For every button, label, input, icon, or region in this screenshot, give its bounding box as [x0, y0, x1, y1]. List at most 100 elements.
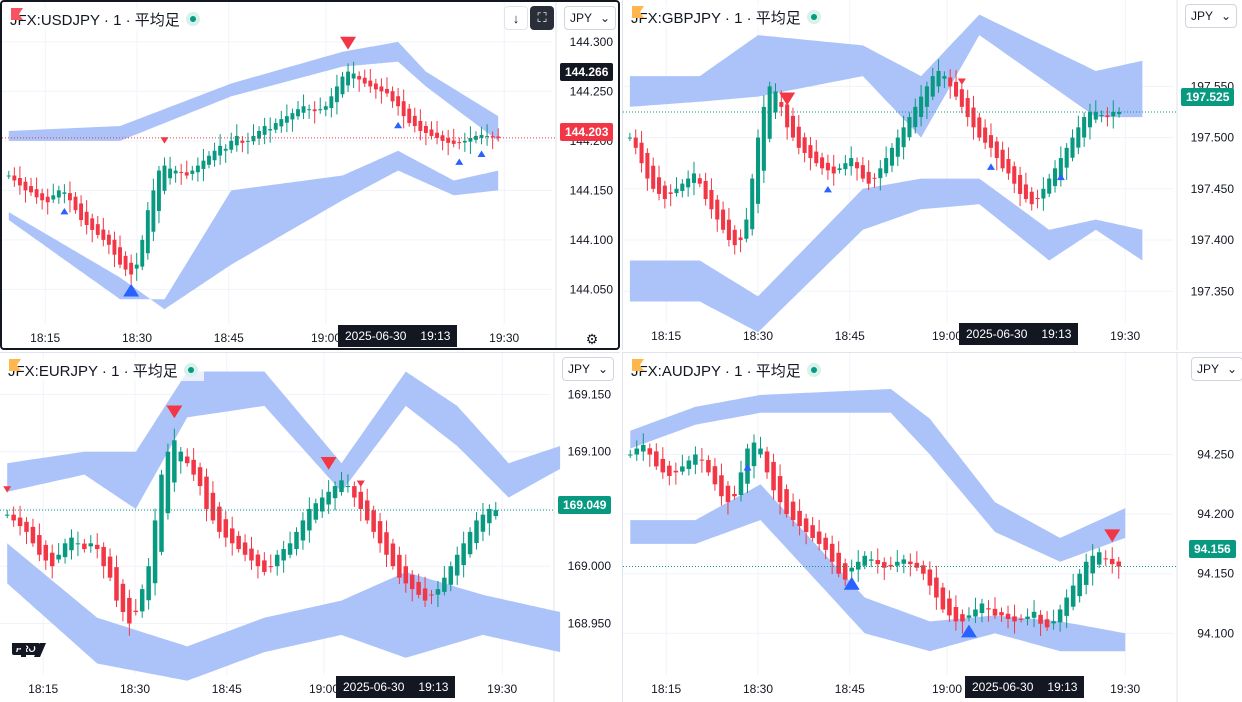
- candle-body: [1109, 558, 1115, 565]
- candle-body: [693, 454, 698, 465]
- flag-icon[interactable]: [631, 359, 645, 371]
- candle-body: [1103, 558, 1108, 560]
- x-tick-label: 19:00: [932, 682, 962, 696]
- candle-body: [474, 520, 479, 544]
- candle-body: [825, 162, 830, 171]
- candle-body: [790, 501, 796, 521]
- candle-body: [29, 186, 33, 193]
- buy-signal-marker: [60, 207, 69, 215]
- chart-panel-audjpy[interactable]: 94.250 94.200 94.150 94.100 18:15 18:30 18:45 1…: [622, 352, 1242, 702]
- sell-signal-marker: [320, 456, 337, 470]
- candle-body: [1018, 618, 1024, 620]
- candle-body: [416, 581, 421, 595]
- candle-body: [633, 137, 638, 148]
- candle-body: [654, 451, 659, 467]
- last-price-label: 169.049: [558, 496, 612, 514]
- candle-body: [73, 196, 78, 211]
- buy-signal-marker: [1056, 173, 1065, 181]
- chart-canvas[interactable]: 94.250 94.200 94.150 94.100 18:15 18:30 18:45 1…: [623, 353, 1242, 702]
- candle-body: [352, 486, 357, 498]
- currency-select[interactable]: JPY ⌄: [1191, 357, 1242, 381]
- candle-body: [146, 566, 151, 601]
- candle-body: [34, 189, 39, 198]
- market-open-icon: [185, 12, 200, 26]
- chart-canvas[interactable]: 144.300144.250144.200144.150144.100144.0…: [2, 2, 620, 350]
- crosshair-time-label: 2025-06-30 19:13: [338, 325, 458, 347]
- candle-body: [340, 76, 345, 95]
- candle-body: [323, 106, 328, 110]
- buy-signal-marker: [843, 576, 860, 590]
- symbol-title[interactable]: JFX:EURJPY · 1 · 平均足: [8, 362, 178, 380]
- crosshair-date: 2025-06-30: [972, 680, 1034, 694]
- symbol-title[interactable]: JFX:USDJPY · 1 · 平均足: [10, 11, 180, 29]
- candle-body: [627, 137, 632, 139]
- chart-panel-gbpjpy[interactable]: 197.550 197.500 197.450 197.400 197.350 18:15…: [622, 0, 1242, 350]
- candle-body: [1096, 552, 1102, 565]
- candle-body: [79, 203, 84, 221]
- x-tick-label: 18:15: [28, 682, 58, 696]
- candle-body: [1044, 619, 1050, 628]
- candle-body: [118, 247, 122, 265]
- x-tick-label: 19:30: [487, 682, 517, 696]
- currency-select[interactable]: JPY ⌄: [1185, 4, 1237, 28]
- candle-body: [218, 145, 223, 156]
- candle-body: [401, 101, 406, 117]
- candle-body: [75, 543, 81, 545]
- x-tick-label: 18:30: [743, 329, 773, 343]
- flag-icon[interactable]: [631, 6, 645, 18]
- candle-body: [706, 460, 711, 473]
- fullscreen-icon[interactable]: ⛶: [530, 6, 554, 30]
- symbol-title[interactable]: JFX:GBPJPY · 1 · 平均足: [631, 9, 801, 27]
- currency-select[interactable]: JPY ⌄: [562, 357, 614, 381]
- candle-body: [165, 451, 171, 514]
- candle-body: [197, 467, 203, 487]
- candle-body: [924, 86, 929, 107]
- chart-canvas[interactable]: 169.150169.100169.050169.000168.95018:15…: [0, 353, 620, 702]
- candle-body: [229, 528, 235, 544]
- currency-select[interactable]: JPY ⌄: [564, 6, 616, 30]
- candle-body: [319, 497, 325, 512]
- candle-body: [992, 608, 998, 616]
- candle-body: [287, 543, 293, 555]
- candle-body: [1047, 178, 1052, 194]
- candle-body: [172, 440, 177, 483]
- candle-body: [686, 178, 691, 188]
- candle-body: [249, 548, 254, 561]
- crosshair-time: 19:13: [420, 329, 451, 343]
- y-tick-label: 94.250: [1197, 448, 1234, 462]
- sell-signal-marker: [1104, 529, 1121, 543]
- candle-body: [901, 559, 907, 564]
- y-tick-label: 197.500: [1191, 131, 1235, 145]
- down-arrow-icon[interactable]: ↓: [504, 6, 528, 30]
- chart-panel-usdjpy[interactable]: 144.300144.250144.200144.150144.100144.0…: [0, 0, 620, 350]
- candle-body: [977, 117, 982, 138]
- candle-body: [373, 83, 378, 90]
- candle-body: [385, 88, 389, 94]
- x-tick-label: 18:30: [120, 682, 150, 696]
- chart-canvas[interactable]: 197.550197.500197.450197.400197.35018:15…: [623, 0, 1242, 350]
- chart-panel-eurjpy[interactable]: 169.150169.100169.050169.000168.95018:15…: [0, 352, 620, 702]
- symbol-title[interactable]: JFX:AUDJPY · 1 · 平均足: [631, 362, 801, 380]
- candle-body: [101, 229, 106, 240]
- candle-body: [1070, 137, 1075, 158]
- gear-icon[interactable]: ⚙: [585, 330, 599, 347]
- candle-body: [201, 160, 206, 169]
- crosshair-time-label: 2025-06-30 19:13: [336, 676, 456, 698]
- x-tick-label: 19:30: [489, 331, 519, 345]
- candle-body: [474, 135, 478, 140]
- candle-body: [379, 86, 384, 92]
- candle-body: [849, 567, 854, 572]
- sell-signal-marker: [340, 36, 357, 50]
- candle-body: [936, 70, 941, 87]
- candle-body: [479, 134, 484, 138]
- last-price-label: 144.203: [560, 123, 614, 141]
- tradingview-logo[interactable]: PRO: [12, 643, 46, 657]
- candle-body: [496, 136, 501, 138]
- flag-icon[interactable]: [8, 359, 22, 371]
- candle-body: [274, 554, 280, 567]
- flag-icon[interactable]: [10, 8, 24, 20]
- candle-body: [245, 140, 250, 142]
- candle-body: [184, 456, 190, 464]
- candle-body: [1077, 573, 1082, 597]
- candle-body: [468, 137, 473, 142]
